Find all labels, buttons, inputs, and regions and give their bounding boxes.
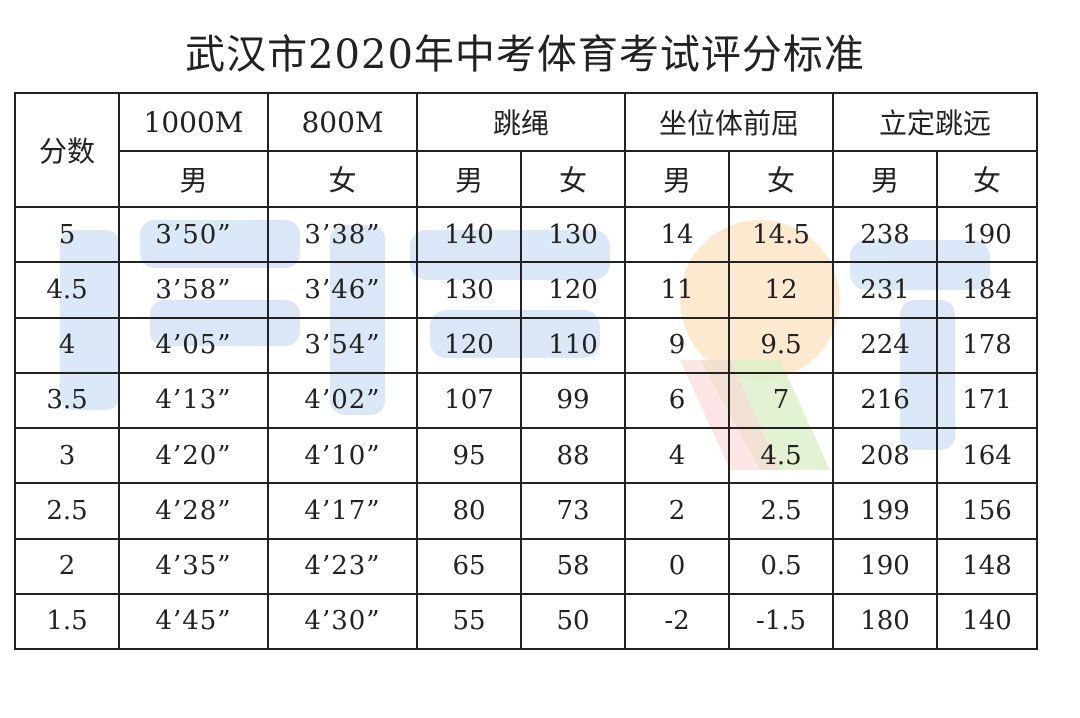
jump-rope-female-cell: 120 bbox=[519, 261, 627, 319]
run-1000m-cell: 4’35” bbox=[118, 537, 269, 595]
run-1000m-cell: 4’20” bbox=[118, 426, 269, 485]
score-cell: 5 bbox=[14, 205, 120, 264]
table-row: 1.5 4’45” 4’30” 55 50 -2 -1.5 180 140 bbox=[14, 592, 1039, 651]
gender-header: 女 bbox=[267, 150, 418, 208]
score-column-header: 分数 bbox=[14, 92, 120, 208]
score-cell: 3.5 bbox=[14, 371, 120, 430]
run-800m-cell: 4’02” bbox=[267, 371, 418, 430]
event-header-800m: 800M bbox=[267, 92, 418, 152]
sit-reach-female-cell: 0.5 bbox=[728, 537, 835, 595]
run-800m-cell: 3’46” bbox=[267, 261, 418, 319]
score-cell: 3 bbox=[14, 426, 120, 485]
long-jump-male-cell: 231 bbox=[832, 261, 939, 319]
long-jump-male-cell: 208 bbox=[832, 426, 939, 485]
jump-rope-male-cell: 130 bbox=[416, 261, 522, 319]
gender-header: 男 bbox=[624, 150, 731, 208]
long-jump-male-cell: 199 bbox=[832, 482, 939, 540]
event-header-standing-long-jump: 立定跳远 bbox=[832, 92, 1039, 152]
score-table: 分数 1000M 800M 跳绳 坐位体前屈 立定跳远 男 女 男 女 男 女 … bbox=[14, 92, 1039, 651]
table-row: 4.5 3’58” 3’46” 130 120 11 12 231 184 bbox=[14, 261, 1039, 319]
run-1000m-cell: 3’58” bbox=[118, 261, 269, 319]
jump-rope-male-cell: 107 bbox=[416, 371, 522, 430]
run-800m-cell: 4’30” bbox=[267, 592, 418, 651]
jump-rope-female-cell: 99 bbox=[519, 371, 627, 430]
long-jump-male-cell: 216 bbox=[832, 371, 939, 430]
sit-reach-male-cell: 6 bbox=[624, 371, 731, 430]
header-row-events: 分数 1000M 800M 跳绳 坐位体前屈 立定跳远 bbox=[14, 92, 1039, 208]
gender-header: 女 bbox=[936, 150, 1039, 208]
jump-rope-female-cell: 88 bbox=[519, 426, 627, 485]
sit-reach-female-cell: 7 bbox=[728, 371, 835, 430]
run-1000m-cell: 4’05” bbox=[118, 316, 269, 374]
sit-reach-female-cell: 4.5 bbox=[728, 426, 835, 485]
sit-reach-female-cell: 14.5 bbox=[728, 205, 835, 264]
long-jump-female-cell: 156 bbox=[936, 482, 1039, 540]
table-row: 5 3’50” 3’38” 140 130 14 14.5 238 190 bbox=[14, 205, 1039, 264]
jump-rope-male-cell: 65 bbox=[416, 537, 522, 595]
table-row: 3.5 4’13” 4’02” 107 99 6 7 216 171 bbox=[14, 371, 1039, 430]
score-cell: 1.5 bbox=[14, 592, 120, 651]
score-cell: 2 bbox=[14, 537, 120, 595]
run-800m-cell: 3’54” bbox=[267, 316, 418, 374]
sit-reach-female-cell: 12 bbox=[728, 261, 835, 319]
event-header-sit-and-reach: 坐位体前屈 bbox=[624, 92, 835, 152]
long-jump-female-cell: 140 bbox=[936, 592, 1039, 651]
sit-reach-female-cell: 2.5 bbox=[728, 482, 835, 540]
long-jump-male-cell: 224 bbox=[832, 316, 939, 374]
long-jump-female-cell: 184 bbox=[936, 261, 1039, 319]
sit-reach-female-cell: -1.5 bbox=[728, 592, 835, 651]
table-row: 4 4’05” 3’54” 120 110 9 9.5 224 178 bbox=[14, 316, 1039, 374]
sit-reach-male-cell: 2 bbox=[624, 482, 731, 540]
gender-header: 男 bbox=[832, 150, 939, 208]
sit-reach-male-cell: 4 bbox=[624, 426, 731, 485]
jump-rope-female-cell: 110 bbox=[519, 316, 627, 374]
jump-rope-male-cell: 140 bbox=[416, 205, 522, 264]
table-row: 2 4’35” 4’23” 65 58 0 0.5 190 148 bbox=[14, 537, 1039, 595]
long-jump-male-cell: 180 bbox=[832, 592, 939, 651]
run-800m-cell: 4’23” bbox=[267, 537, 418, 595]
score-cell: 4 bbox=[14, 316, 120, 374]
jump-rope-male-cell: 120 bbox=[416, 316, 522, 374]
sit-reach-male-cell: -2 bbox=[624, 592, 731, 651]
long-jump-male-cell: 190 bbox=[832, 537, 939, 595]
jump-rope-female-cell: 73 bbox=[519, 482, 627, 540]
gender-header: 男 bbox=[118, 150, 269, 208]
jump-rope-female-cell: 58 bbox=[519, 537, 627, 595]
score-cell: 2.5 bbox=[14, 482, 120, 540]
sit-reach-male-cell: 0 bbox=[624, 537, 731, 595]
sit-reach-female-cell: 9.5 bbox=[728, 316, 835, 374]
long-jump-female-cell: 164 bbox=[936, 426, 1039, 485]
gender-header: 女 bbox=[728, 150, 835, 208]
sit-reach-male-cell: 9 bbox=[624, 316, 731, 374]
header-row-genders: 男 女 男 女 男 女 男 女 bbox=[15, 150, 1039, 208]
jump-rope-female-cell: 130 bbox=[519, 205, 627, 264]
table-row: 2.5 4’28” 4’17” 80 73 2 2.5 199 156 bbox=[14, 482, 1039, 540]
long-jump-female-cell: 148 bbox=[936, 537, 1039, 595]
run-1000m-cell: 4’45” bbox=[118, 592, 269, 651]
long-jump-female-cell: 178 bbox=[936, 316, 1039, 374]
score-cell: 4.5 bbox=[14, 261, 120, 319]
long-jump-female-cell: 190 bbox=[936, 205, 1039, 264]
run-800m-cell: 4’17” bbox=[267, 482, 418, 540]
page-title: 武汉市2020年中考体育考试评分标准 bbox=[185, 32, 865, 78]
gender-header: 男 bbox=[416, 150, 522, 208]
sit-reach-male-cell: 14 bbox=[624, 205, 731, 264]
run-1000m-cell: 4’13” bbox=[118, 371, 269, 430]
jump-rope-female-cell: 50 bbox=[519, 592, 627, 651]
gender-header: 女 bbox=[519, 150, 627, 208]
long-jump-female-cell: 171 bbox=[936, 371, 1039, 430]
run-1000m-cell: 3’50” bbox=[118, 205, 269, 264]
jump-rope-male-cell: 55 bbox=[416, 592, 522, 651]
run-1000m-cell: 4’28” bbox=[118, 482, 269, 540]
event-header-jump-rope: 跳绳 bbox=[415, 92, 627, 152]
event-header-1000m: 1000M bbox=[118, 92, 269, 152]
jump-rope-male-cell: 95 bbox=[416, 426, 522, 485]
table-row: 3 4’20” 4’10” 95 88 4 4.5 208 164 bbox=[14, 426, 1039, 485]
long-jump-male-cell: 238 bbox=[832, 205, 939, 264]
run-800m-cell: 4’10” bbox=[267, 426, 418, 485]
sit-reach-male-cell: 11 bbox=[624, 261, 731, 319]
jump-rope-male-cell: 80 bbox=[416, 482, 522, 540]
run-800m-cell: 3’38” bbox=[267, 205, 418, 264]
